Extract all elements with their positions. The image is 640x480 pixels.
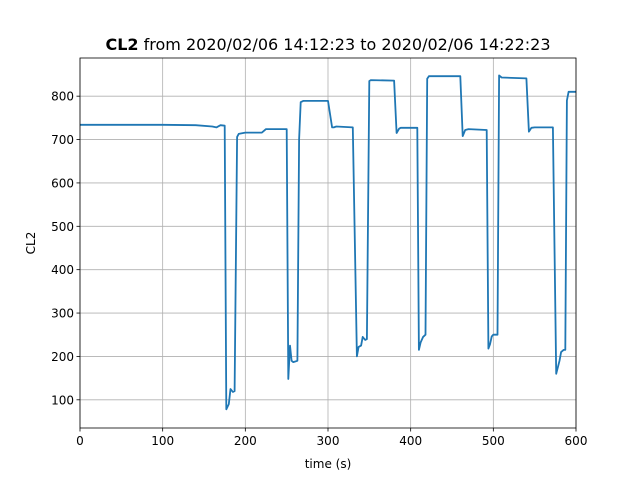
- x-tick-label: 400: [399, 434, 422, 448]
- axis-ticks: 0 100 200 300 400 500 600 100 200 300 400 500 600 700…: [51, 90, 587, 448]
- y-tick-label: 100: [51, 393, 74, 407]
- y-tick-label: 200: [51, 350, 74, 364]
- x-tick-label: 600: [565, 434, 588, 448]
- x-axis-label: time (s): [305, 457, 352, 471]
- x-tick-label: 200: [234, 434, 257, 448]
- chart-title-rest: from 2020/02/06 14:12:23 to 2020/02/06 1…: [139, 35, 551, 54]
- y-tick-label: 800: [51, 90, 74, 104]
- series-layer: [80, 74, 576, 411]
- x-tick-label: 100: [151, 434, 174, 448]
- y-tick-label: 700: [51, 133, 74, 147]
- y-tick-label: 500: [51, 220, 74, 234]
- x-tick-label: 0: [76, 434, 84, 448]
- chart-title: CL2 from 2020/02/06 14:12:23 to 2020/02/…: [105, 35, 550, 54]
- y-axis-label: CL2: [24, 232, 38, 255]
- chart-title-bold: CL2: [105, 35, 138, 54]
- series-line: [80, 74, 576, 411]
- x-tick-label: 300: [317, 434, 340, 448]
- y-tick-label: 600: [51, 176, 74, 190]
- x-tick-label: 500: [482, 434, 505, 448]
- grid-lines: [79, 58, 577, 428]
- y-tick-label: 300: [51, 307, 74, 321]
- y-tick-label: 400: [51, 263, 74, 277]
